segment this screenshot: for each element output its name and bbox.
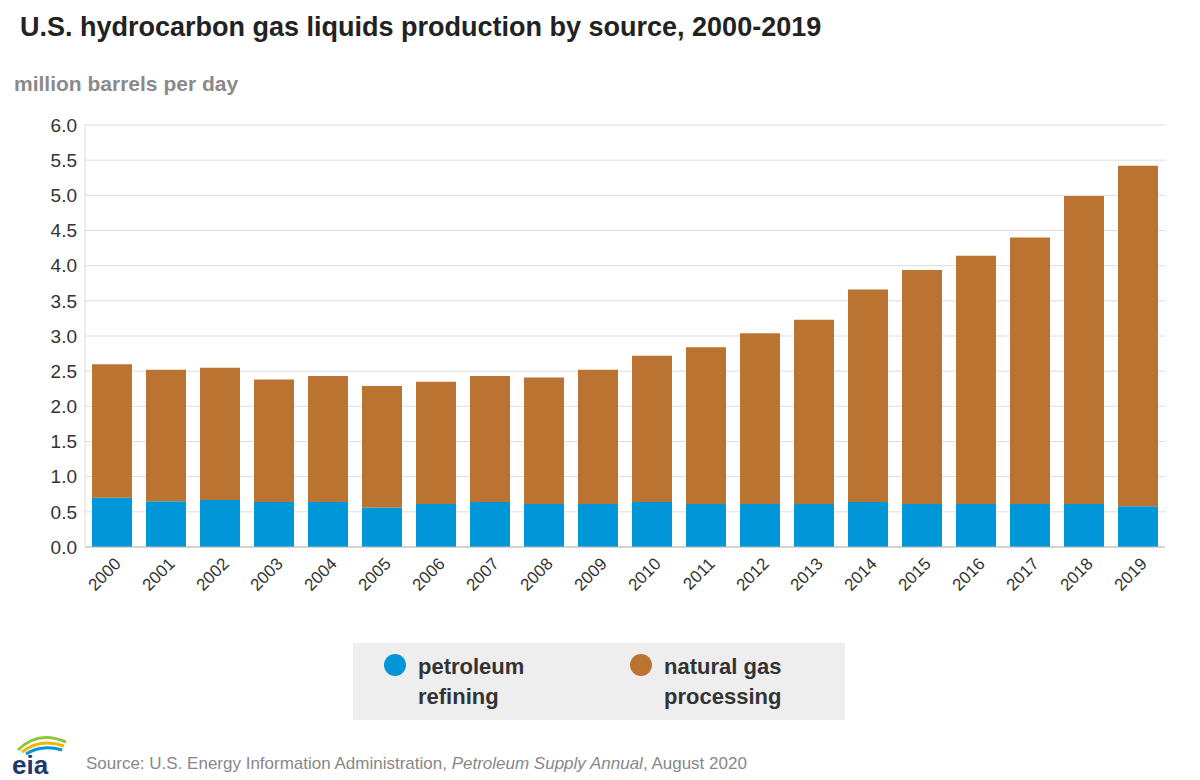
svg-text:2018: 2018 (1057, 554, 1097, 594)
svg-text:2007: 2007 (463, 554, 503, 594)
svg-text:2006: 2006 (409, 554, 449, 594)
svg-text:2004: 2004 (301, 554, 341, 594)
html-text:Source: U.S. Energy Informatio: Source: U.S. Energy Information Administ… (86, 754, 747, 773)
svg-text:2009: 2009 (571, 554, 611, 594)
html-text:petroleum refining: petroleum refining (418, 653, 525, 709)
svg-text:5.0: 5.0 (51, 185, 77, 206)
svg-text:1.0: 1.0 (51, 466, 77, 487)
svg-text:2012: 2012 (733, 554, 773, 594)
html-text:million barrels per day: million barrels per day (14, 72, 239, 95)
svg-text:2000: 2000 (85, 554, 125, 594)
svg-text:2003: 2003 (247, 554, 287, 594)
svg-text:2015: 2015 (895, 554, 935, 594)
svg-text:3.5: 3.5 (51, 291, 77, 312)
svg-text:2013: 2013 (787, 554, 827, 594)
svg-text:5.5: 5.5 (51, 150, 77, 171)
svg-text:2011: 2011 (679, 554, 718, 593)
svg-text:0.5: 0.5 (51, 502, 77, 523)
svg-text:4.5: 4.5 (51, 220, 77, 241)
svg-text:2017: 2017 (1003, 554, 1043, 594)
svg-text:2019: 2019 (1111, 554, 1151, 594)
html-text:U.S. hydrocarbon gas liquids p: U.S. hydrocarbon gas liquids production … (20, 12, 822, 42)
svg-text:2014: 2014 (841, 554, 881, 594)
svg-text:4.0: 4.0 (51, 255, 77, 276)
svg-text:3.0: 3.0 (51, 326, 77, 347)
svg-text:2016: 2016 (949, 554, 989, 594)
svg-text:2.0: 2.0 (51, 396, 77, 417)
svg-text:1.5: 1.5 (51, 431, 77, 452)
svg-text:2008: 2008 (517, 554, 557, 594)
html-text:natural gas processing: natural gas processing (664, 653, 782, 709)
svg-text:2002: 2002 (193, 554, 233, 594)
svg-text:6.0: 6.0 (51, 115, 77, 136)
svg-text:eia: eia (12, 750, 49, 778)
svg-text:0.0: 0.0 (51, 537, 77, 558)
svg-text:2.5: 2.5 (51, 361, 77, 382)
svg-text:2005: 2005 (355, 554, 395, 594)
svg-text:2001: 2001 (139, 554, 179, 594)
svg-text:2010: 2010 (625, 554, 665, 594)
